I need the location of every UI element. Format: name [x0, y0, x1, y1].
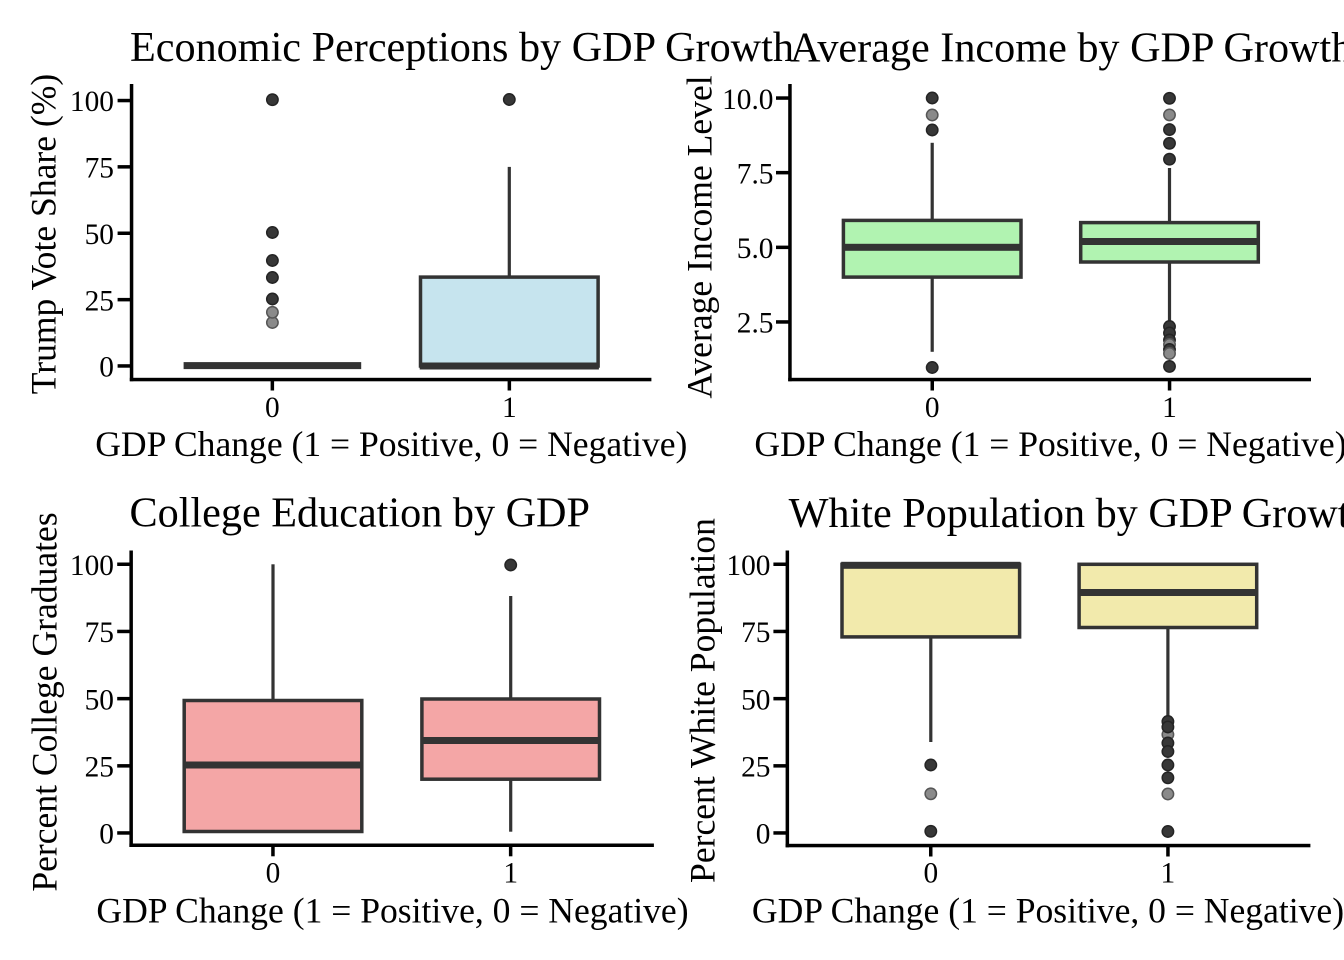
- svg-text:50: 50: [85, 684, 114, 716]
- svg-text:Percent White Population: Percent White Population: [683, 518, 723, 883]
- svg-text:Average Income by GDP Growth: Average Income by GDP Growth: [790, 24, 1344, 71]
- svg-text:1: 1: [503, 857, 518, 889]
- svg-text:5.0: 5.0: [737, 233, 774, 265]
- svg-text:75: 75: [741, 617, 770, 649]
- svg-text:0: 0: [756, 819, 771, 851]
- svg-text:0: 0: [99, 819, 114, 851]
- svg-text:GDP Change (1 = Positive, 0 =: GDP Change (1 = Positive, 0 = Negative): [96, 890, 688, 930]
- svg-text:25: 25: [85, 285, 114, 317]
- svg-text:100: 100: [726, 550, 770, 582]
- svg-text:White Population by GDP Growth: White Population by GDP Growth: [789, 490, 1344, 537]
- svg-text:Average Income Level: Average Income Level: [680, 75, 720, 398]
- svg-text:1: 1: [1162, 392, 1177, 424]
- svg-text:25: 25: [741, 752, 770, 784]
- svg-text:100: 100: [70, 86, 114, 118]
- svg-text:Percent College Graduates: Percent College Graduates: [25, 512, 65, 891]
- svg-text:0: 0: [266, 857, 281, 889]
- svg-text:0: 0: [923, 857, 938, 889]
- svg-text:50: 50: [741, 684, 770, 716]
- svg-text:10.0: 10.0: [722, 84, 773, 116]
- svg-text:0: 0: [99, 352, 114, 384]
- svg-text:75: 75: [85, 153, 114, 185]
- svg-text:100: 100: [70, 550, 114, 582]
- svg-text:GDP Change (1 = Positive, 0 =: GDP Change (1 = Positive, 0 = Negative): [754, 424, 1344, 464]
- svg-text:GDP Change (1 = Positive, 0 =: GDP Change (1 = Positive, 0 = Negative): [752, 890, 1344, 930]
- svg-text:7.5: 7.5: [737, 158, 774, 190]
- svg-text:1: 1: [502, 392, 517, 424]
- svg-text:25: 25: [85, 752, 114, 784]
- svg-text:GDP Change (1 = Positive, 0 =: GDP Change (1 = Positive, 0 = Negative): [95, 424, 687, 464]
- svg-text:0: 0: [265, 392, 280, 424]
- svg-text:Economic Perceptions by GDP Gr: Economic Perceptions by GDP Growth: [130, 24, 794, 71]
- svg-text:2.5: 2.5: [737, 308, 774, 340]
- svg-text:College Education by GDP: College Education by GDP: [130, 490, 590, 537]
- svg-text:75: 75: [85, 617, 114, 649]
- svg-text:50: 50: [85, 219, 114, 251]
- svg-text:1: 1: [1161, 857, 1176, 889]
- svg-text:0: 0: [925, 392, 940, 424]
- svg-text:Trump Vote Share (%): Trump Vote Share (%): [24, 74, 64, 395]
